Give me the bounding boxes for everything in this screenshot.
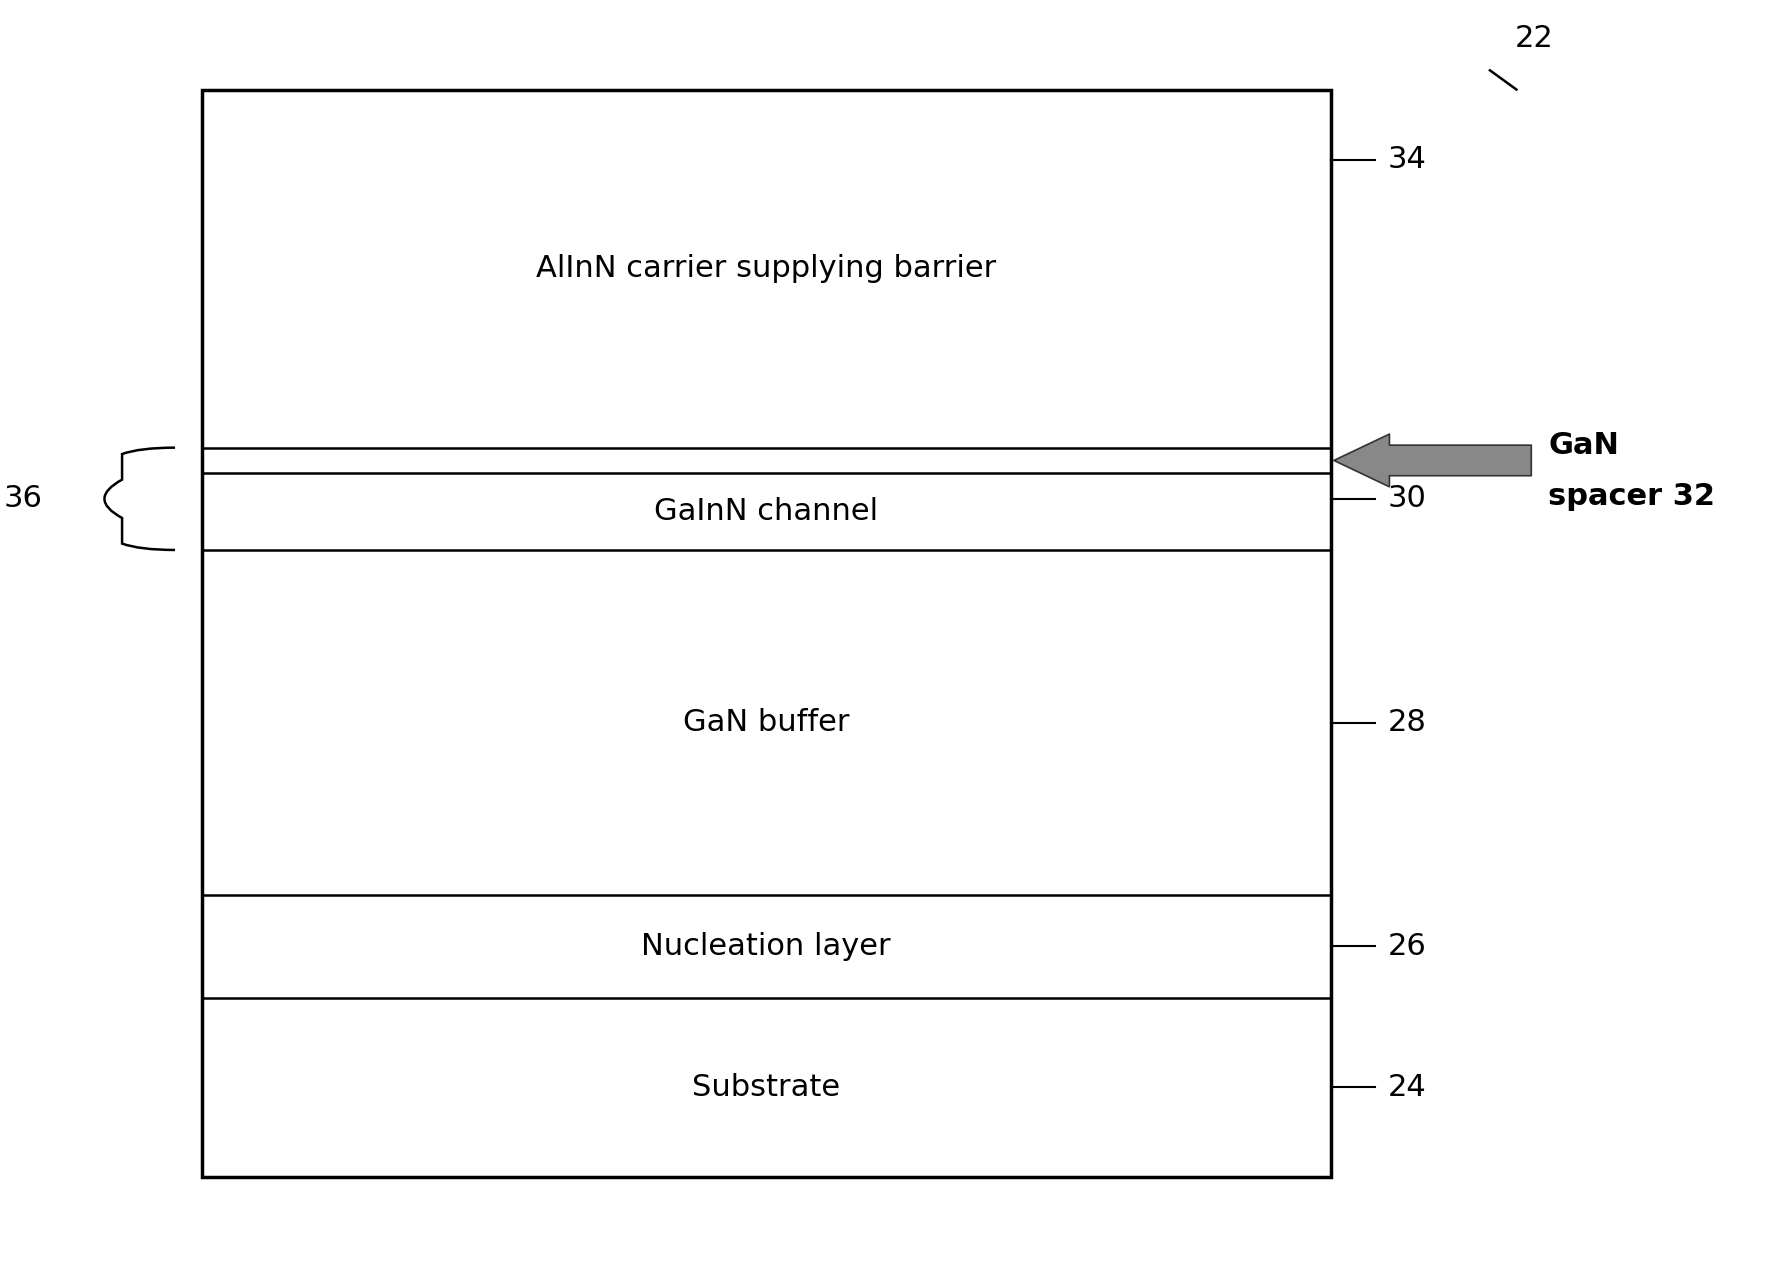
Text: GaN buffer: GaN buffer bbox=[683, 709, 850, 737]
Text: 24: 24 bbox=[1386, 1073, 1426, 1101]
Text: 26: 26 bbox=[1386, 932, 1426, 961]
Text: GaN: GaN bbox=[1547, 431, 1619, 459]
Text: 28: 28 bbox=[1386, 709, 1426, 737]
Text: Substrate: Substrate bbox=[692, 1073, 839, 1101]
Text: spacer 32: spacer 32 bbox=[1547, 482, 1714, 510]
Text: 30: 30 bbox=[1386, 485, 1426, 513]
Text: Nucleation layer: Nucleation layer bbox=[640, 932, 891, 961]
Text: 36: 36 bbox=[4, 485, 43, 513]
Bar bbox=[202, 90, 1331, 1177]
Text: AlInN carrier supplying barrier: AlInN carrier supplying barrier bbox=[537, 255, 996, 283]
Text: GaInN channel: GaInN channel bbox=[653, 498, 878, 526]
Text: 22: 22 bbox=[1513, 24, 1553, 52]
Text: 34: 34 bbox=[1386, 146, 1426, 174]
